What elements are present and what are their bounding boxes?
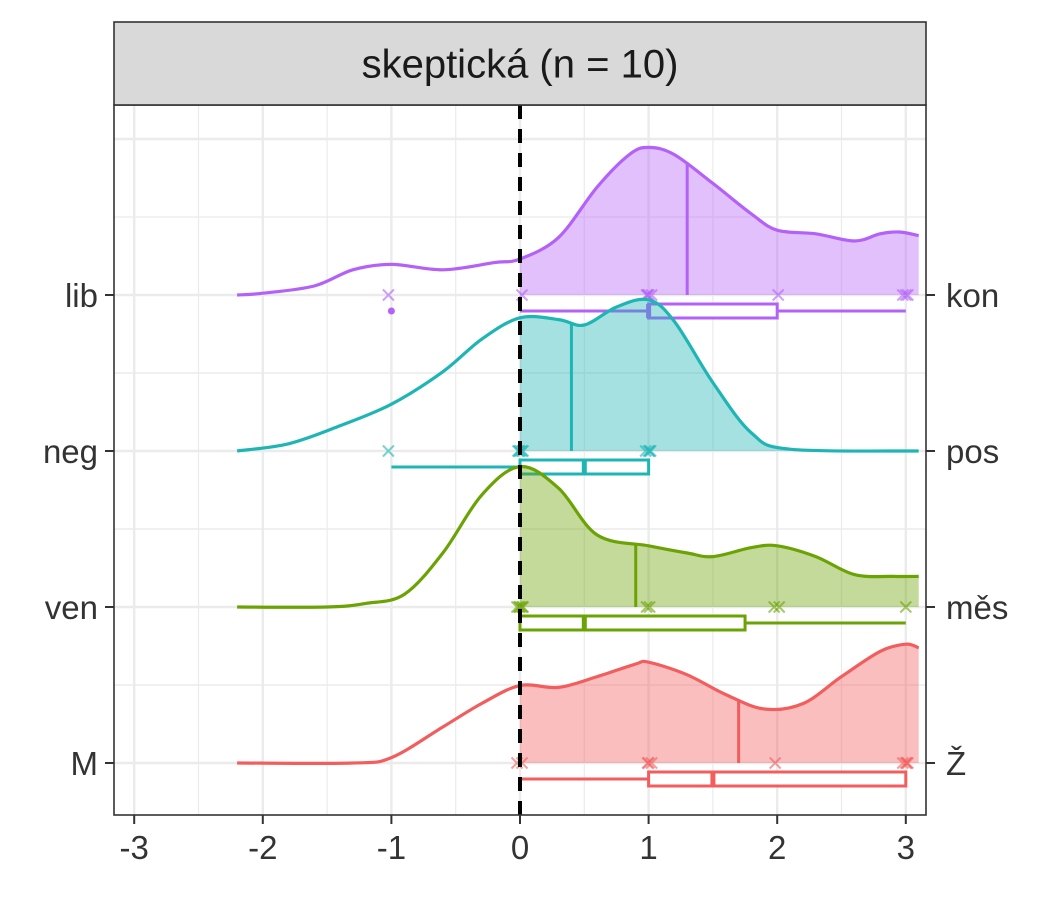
row-label-right: kon bbox=[946, 277, 999, 314]
data-point bbox=[771, 288, 785, 302]
density-fill bbox=[520, 644, 919, 763]
data-point bbox=[640, 600, 653, 614]
box-iqr bbox=[647, 770, 908, 788]
x-tick-label: -2 bbox=[248, 829, 277, 866]
density-curve bbox=[237, 464, 919, 609]
facet-title: skeptická (n = 10) bbox=[362, 43, 679, 87]
axes: -3 -2 -1 0 1 2 3 lib kon neg pos ven měs M Ž bbox=[43, 277, 1008, 866]
data-point bbox=[901, 288, 915, 302]
data-point bbox=[382, 444, 395, 458]
data-point bbox=[899, 756, 913, 770]
data-point bbox=[772, 600, 786, 614]
density-row bbox=[236, 145, 920, 320]
density-curve bbox=[236, 145, 920, 297]
x-tick-label: 1 bbox=[639, 829, 657, 866]
x-tick-label: -1 bbox=[377, 829, 406, 866]
data-point bbox=[644, 444, 657, 458]
density-curve bbox=[236, 297, 919, 453]
row-label-right: Ž bbox=[946, 745, 966, 782]
density-fill bbox=[520, 299, 919, 452]
density-rows bbox=[236, 145, 920, 788]
data-point bbox=[382, 288, 395, 302]
x-tick-label: 3 bbox=[897, 829, 915, 866]
box-iqr bbox=[518, 614, 747, 632]
density-row bbox=[237, 642, 920, 788]
row-label-left: M bbox=[71, 745, 99, 782]
row-label-right: pos bbox=[946, 433, 999, 470]
data-point bbox=[899, 600, 913, 614]
data-point bbox=[768, 756, 782, 770]
density-row bbox=[237, 464, 919, 632]
data-point bbox=[899, 288, 913, 302]
data-point bbox=[767, 600, 781, 614]
data-point bbox=[643, 600, 656, 614]
data-point bbox=[642, 756, 655, 770]
density-fill bbox=[520, 466, 919, 607]
data-point bbox=[639, 444, 652, 458]
box-outlier bbox=[387, 307, 395, 315]
grid bbox=[114, 105, 926, 815]
data-point bbox=[896, 756, 910, 770]
facet-strip bbox=[113, 21, 927, 106]
row-label-left: ven bbox=[45, 589, 98, 626]
row-label-right: měs bbox=[946, 589, 1008, 626]
x-tick-label: 0 bbox=[511, 829, 529, 866]
data-point bbox=[901, 756, 915, 770]
row-label-left: lib bbox=[65, 277, 98, 314]
data-point bbox=[642, 444, 655, 458]
x-tick-label: 2 bbox=[768, 829, 786, 866]
density-curve bbox=[237, 642, 920, 765]
density-fill bbox=[520, 147, 919, 295]
density-row bbox=[236, 297, 919, 476]
data-point bbox=[513, 600, 527, 614]
x-tick-label: -3 bbox=[120, 829, 149, 866]
row-label-left: neg bbox=[43, 433, 98, 470]
data-point bbox=[896, 288, 910, 302]
data-point bbox=[645, 756, 658, 770]
